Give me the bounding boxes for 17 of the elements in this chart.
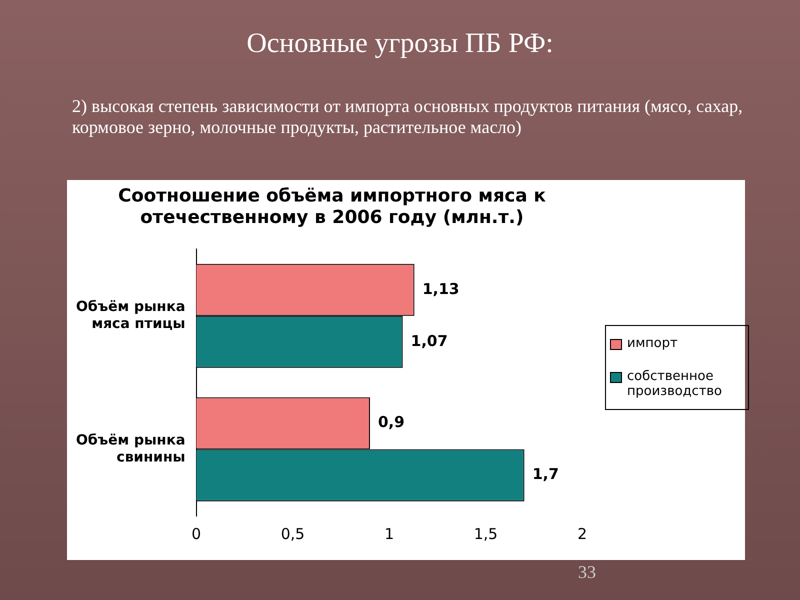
data-label: 1,7 xyxy=(532,465,559,484)
legend-label: собственное производство xyxy=(627,369,724,399)
chart-title: Соотношение объёма импортного мяса к отечественному в 2006 году (млн.т.) xyxy=(118,185,546,228)
y-tick-label: Объём рынка свинины xyxy=(76,432,186,466)
legend-label: импорт xyxy=(627,336,678,351)
y-tick-label: Объём рынка мяса птицы xyxy=(76,299,186,332)
x-tick-label: 0,5 xyxy=(280,524,305,543)
x-tick-label: 2 xyxy=(577,524,587,543)
text: 33 xyxy=(578,562,596,583)
x-tick-label: 1,5 xyxy=(474,524,498,543)
data-label: 0,9 xyxy=(378,413,405,432)
text: Основные угрозы ПБ РФ: xyxy=(246,28,554,60)
x-tick-label: 1 xyxy=(384,524,394,543)
data-label: 1,07 xyxy=(410,332,448,350)
text: 2) высокая степень зависимости от импорта основных продуктов питания (мясо, сахар, кормовое зерно, молочные продукты, растительное масло) xyxy=(72,96,744,138)
data-label: 1,13 xyxy=(422,280,460,298)
x-tick-label: 0 xyxy=(192,524,202,543)
